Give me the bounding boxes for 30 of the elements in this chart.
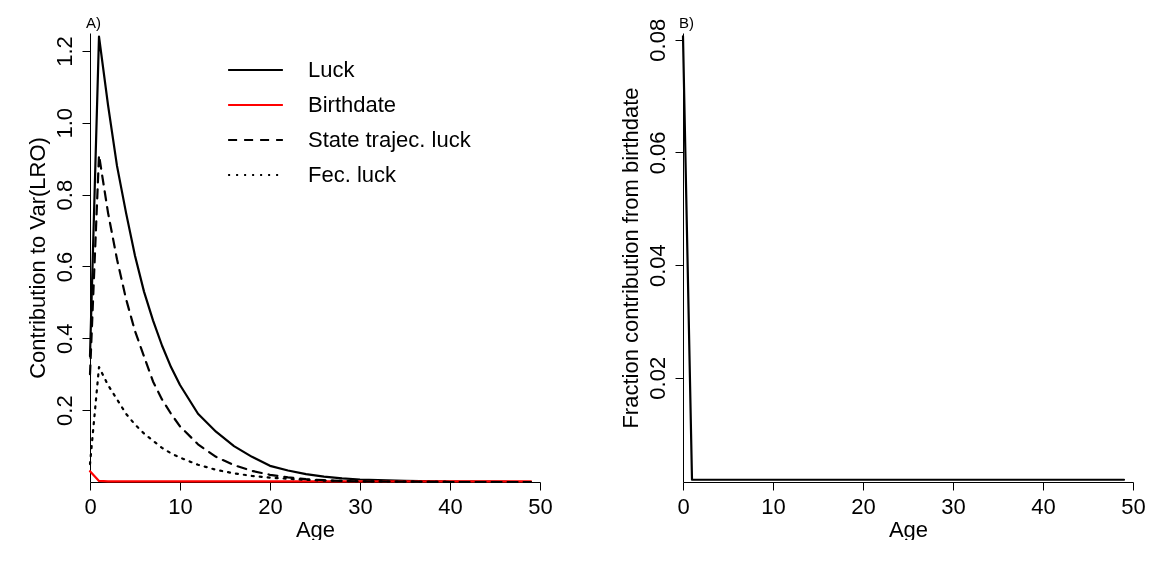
- y-tick-label: 0.6: [51, 251, 77, 283]
- legend-label: Luck: [308, 57, 356, 82]
- x-tick-label: 0: [84, 493, 97, 519]
- x-tick-label: 40: [1031, 493, 1056, 519]
- x-tick-label: 30: [348, 493, 373, 519]
- x-tick-label: 50: [1121, 493, 1146, 519]
- y-axis-title: Contribution to Var(LRO): [24, 137, 50, 379]
- y-tick-label: 1.0: [51, 108, 77, 139]
- text: A): [86, 14, 101, 31]
- x-tick-label: 40: [438, 493, 463, 519]
- y-tick-label: 1.2: [51, 36, 77, 67]
- legend-label: Birthdate: [308, 92, 397, 117]
- y-tick-label: 0.4: [51, 323, 77, 355]
- text: B): [679, 14, 694, 31]
- y-tick-label: 0.08: [644, 18, 670, 62]
- legend-label: Fec. luck: [308, 162, 398, 187]
- y-axis-title: Fraction contribution from birthdate: [617, 87, 643, 429]
- x-tick-label: 10: [168, 493, 193, 519]
- y-tick-label: 0.06: [644, 131, 670, 175]
- legend-label: State trajec. luck: [308, 127, 472, 152]
- y-tick-label: 0.8: [51, 179, 77, 211]
- x-tick-label: 20: [851, 493, 876, 519]
- x-tick-label: 50: [528, 493, 553, 519]
- x-tick-label: 30: [941, 493, 966, 519]
- y-tick-label: 0.04: [644, 244, 670, 288]
- x-tick-label: 0: [677, 493, 690, 519]
- x-tick-label: 10: [761, 493, 786, 519]
- x-tick-label: 20: [258, 493, 283, 519]
- y-tick-label: 0.2: [51, 395, 77, 426]
- y-tick-label: 0.02: [644, 356, 670, 400]
